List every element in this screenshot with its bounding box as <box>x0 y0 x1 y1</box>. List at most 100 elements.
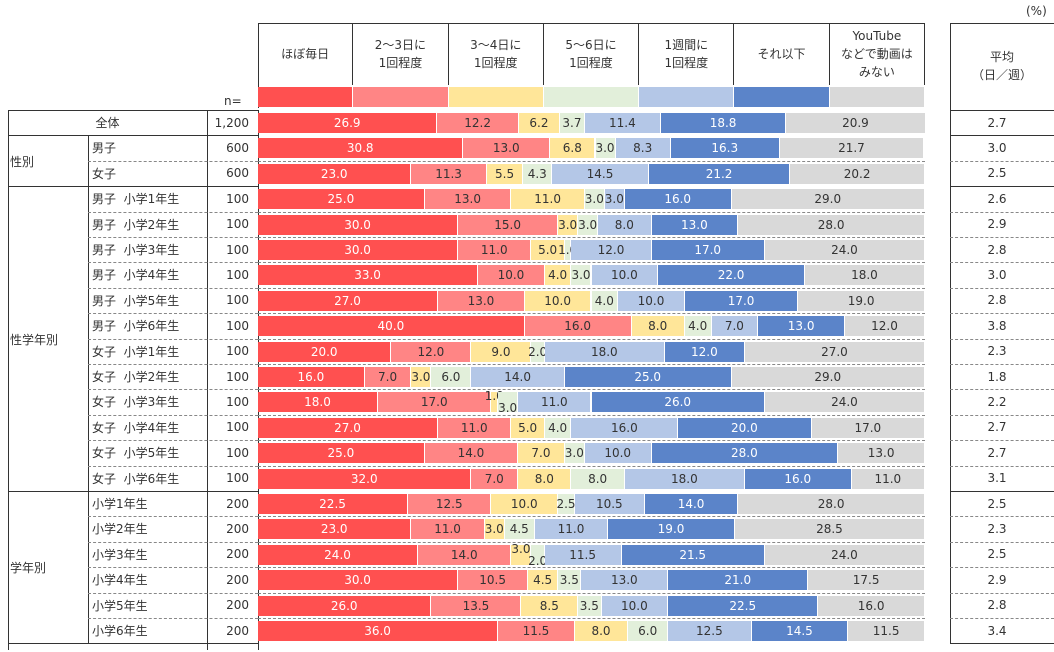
bar-value-label: 24.0 <box>831 243 858 257</box>
group-divider <box>88 135 89 187</box>
avg-row-separator <box>950 338 1054 340</box>
bar-value-label: 22.5 <box>729 598 757 613</box>
row-label: 女子 小学2年生 <box>92 370 180 384</box>
bar-value-label: 4.0 <box>594 293 614 308</box>
row-separator <box>88 414 258 416</box>
bar-value-label: 2.0 <box>528 344 548 359</box>
bar-segment: 12.0 <box>844 316 925 337</box>
bar-segment: 3.7 <box>560 113 585 133</box>
bar-segment: 4.5 <box>504 519 535 540</box>
bar-segment: 33.0 <box>258 265 479 286</box>
bar-value-label: 21.5 <box>679 547 707 562</box>
bar-segment: 8.0 <box>631 316 685 337</box>
row-avg: 2.9 <box>987 217 1007 232</box>
bar-value-label: 17.5 <box>852 573 880 588</box>
bar-value-label: 10.0 <box>610 268 638 283</box>
row-avg: 2.8 <box>987 598 1007 613</box>
bar-value-label: 10.5 <box>595 497 623 511</box>
bar-value-label: 27.0 <box>334 293 361 308</box>
legend-header-0: ほぼ毎日 <box>258 23 354 85</box>
bar-segment: 26.0 <box>258 595 432 616</box>
bar-segment: 10.0 <box>591 265 659 286</box>
avg-row-separator <box>950 287 1054 289</box>
bar-segment: 7.0 <box>518 443 565 464</box>
bar-value-label: 12.0 <box>691 344 718 359</box>
row-n: 100 <box>226 293 249 308</box>
bar-segment: 16.0 <box>258 367 365 387</box>
bar-value-label: 11.0 <box>557 522 585 537</box>
row-avg: 3.0 <box>987 267 1007 282</box>
bar-value-label: 10.0 <box>510 497 538 511</box>
bar-value-label: 18.0 <box>851 268 878 283</box>
bar-segment: 10.0 <box>601 595 669 616</box>
avg-row-separator <box>950 389 1054 391</box>
bar-value-label: 11.4 <box>608 116 636 130</box>
group-divider <box>88 186 89 491</box>
header-left-border <box>258 23 259 108</box>
bar-value-label: 16.0 <box>610 420 638 435</box>
bar-value-label: 16.0 <box>297 370 325 384</box>
bar-segment: 16.3 <box>670 138 780 159</box>
group-label: 性学年別 <box>10 332 59 347</box>
bar-segment: 23.0 <box>258 163 412 184</box>
bar-value-label: 3.7 <box>562 116 582 130</box>
bar-segment: 28.0 <box>738 494 925 514</box>
row-label: 小学5年生 <box>92 598 148 613</box>
bar-segment: 8.0 <box>571 468 625 489</box>
avg-row-separator <box>950 592 1054 594</box>
row-n: 100 <box>226 242 249 257</box>
bar-value-label: 13.0 <box>454 192 481 207</box>
bar-segment: 32.0 <box>258 468 472 489</box>
row-separator <box>258 364 925 365</box>
row-separator <box>258 338 925 340</box>
bar-segment: 6.0 <box>628 621 669 641</box>
legend-swatch-2 <box>448 87 543 107</box>
bar-value-label: 7.0 <box>484 471 504 486</box>
bar-value-label: 3.0 <box>564 446 584 461</box>
bar-value-label: 13.0 <box>610 573 638 588</box>
bar-value-label: 7.0 <box>531 446 551 461</box>
bar-value-label: 3.5 <box>579 598 599 613</box>
bar-value-label: 10.0 <box>604 446 632 461</box>
row-label: 女子 小学5年生 <box>92 446 180 461</box>
bar-value-label: 8.3 <box>633 141 653 156</box>
bar-value-label: 16.0 <box>857 598 885 613</box>
bar-segment: 8.3 <box>615 138 671 159</box>
bar-segment: 14.5 <box>552 163 649 184</box>
legend-header-4: 1週間に 1回程度 <box>639 23 735 85</box>
bar-segment: 27.0 <box>258 417 439 438</box>
bar-segment: 3.0 <box>511 542 532 565</box>
avg-row-separator <box>950 237 1054 238</box>
row-separator <box>88 237 258 238</box>
row-n: 100 <box>226 267 249 282</box>
bar-value-label: 4.3 <box>527 166 547 181</box>
row-n: 100 <box>226 217 249 232</box>
row-n: 200 <box>226 623 249 638</box>
bar-value-label: 4.0 <box>688 319 708 334</box>
bar-value-label: 12.5 <box>696 624 723 638</box>
bar-value-label: 10.0 <box>497 268 525 283</box>
bar-segment: 3.0 <box>595 138 616 159</box>
bar-segment: 30.0 <box>258 240 459 260</box>
bar-value-label: 17.0 <box>727 293 755 308</box>
row-label: 小学3年生 <box>92 547 148 562</box>
bar-segment: 27.0 <box>258 290 439 311</box>
bar-segment: 5.5 <box>486 163 524 184</box>
bar-segment: 6.2 <box>518 113 561 133</box>
avg-group-bottom <box>950 643 1054 645</box>
bar-value-label: 8.0 <box>648 319 668 334</box>
bar-segment: 10.5 <box>574 494 645 514</box>
bar-segment: 13.0 <box>581 570 669 591</box>
row-separator <box>258 465 925 467</box>
bar-value-label: 13.0 <box>492 141 520 156</box>
bar-value-label: 11.0 <box>434 522 461 537</box>
row-avg: 2.7 <box>987 420 1007 435</box>
bar-value-label: 20.9 <box>842 116 869 130</box>
bar-segment: 10.0 <box>618 290 685 311</box>
bar-value-label: 10.0 <box>544 293 571 308</box>
bar-segment: 11.4 <box>584 113 661 133</box>
bar-segment: 17.5 <box>808 570 925 591</box>
bar-segment: 19.0 <box>608 519 735 540</box>
bar-segment: 3.0 <box>605 189 625 210</box>
bar-value-label: 8.0 <box>591 624 611 638</box>
